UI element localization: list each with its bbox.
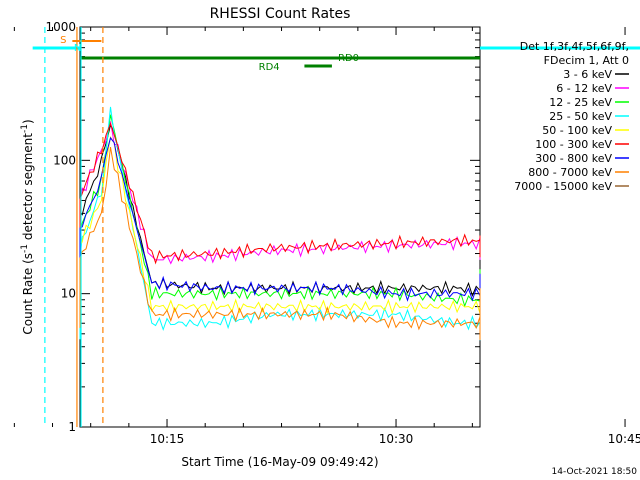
x-tick-label: 10:30 [379,432,414,446]
legend-label: 7000 - 15000 keV [514,180,612,193]
legend-label: 800 - 7000 keV [528,166,612,179]
x-tick-label: 10:15 [150,432,185,446]
annotation-s: S [60,35,66,46]
y-axis: 1 10 100 1000 [45,20,480,434]
series-line-6 [79,136,481,306]
y-tick-label: 1000 [45,20,76,34]
legend-label: 12 - 25 keV [549,96,612,109]
legend-label: 25 - 50 keV [549,110,612,123]
footer-date: 14-Oct-2021 18:50 [552,467,638,477]
legend-label: 3 - 6 keV [563,68,612,81]
legend: Det 1f,3f,4f,5f,6f,9f, FDecim 1, Att 0 3… [514,40,629,193]
legend-header-2: FDecim 1, Att 0 [544,54,629,67]
legend-label: 6 - 12 keV [556,82,612,95]
x-tick-label: 10:45 [608,432,640,446]
y-tick-label: 1 [68,420,76,434]
x-axis-label: Start Time (16-May-09 09:49:42) [181,455,378,469]
series-line-5 [79,122,481,271]
y-tick-label: 100 [53,153,76,167]
annotation-rd0: RD0 [338,53,359,64]
chart-title: RHESSI Count Rates [210,6,351,22]
annotation-rd4: RD4 [259,62,280,73]
legend-label: 100 - 300 keV [535,138,612,151]
legend-label: 50 - 100 keV [542,124,612,137]
y-axis-label: Count Rate (s-1 detector segment-1) [20,119,35,334]
series-line-2 [79,114,481,313]
annotations: SN RD4 RD0 [32,27,640,427]
legend-label: 300 - 800 keV [535,152,612,165]
legend-header-1: Det 1f,3f,4f,5f,6f,9f, [520,40,629,53]
series-line-7 [79,147,481,340]
series-line-1 [79,121,481,276]
series-line-0 [79,123,481,306]
annotation-n: N [74,43,81,54]
series-lines [79,106,481,341]
y-tick-label: 10 [61,287,76,301]
